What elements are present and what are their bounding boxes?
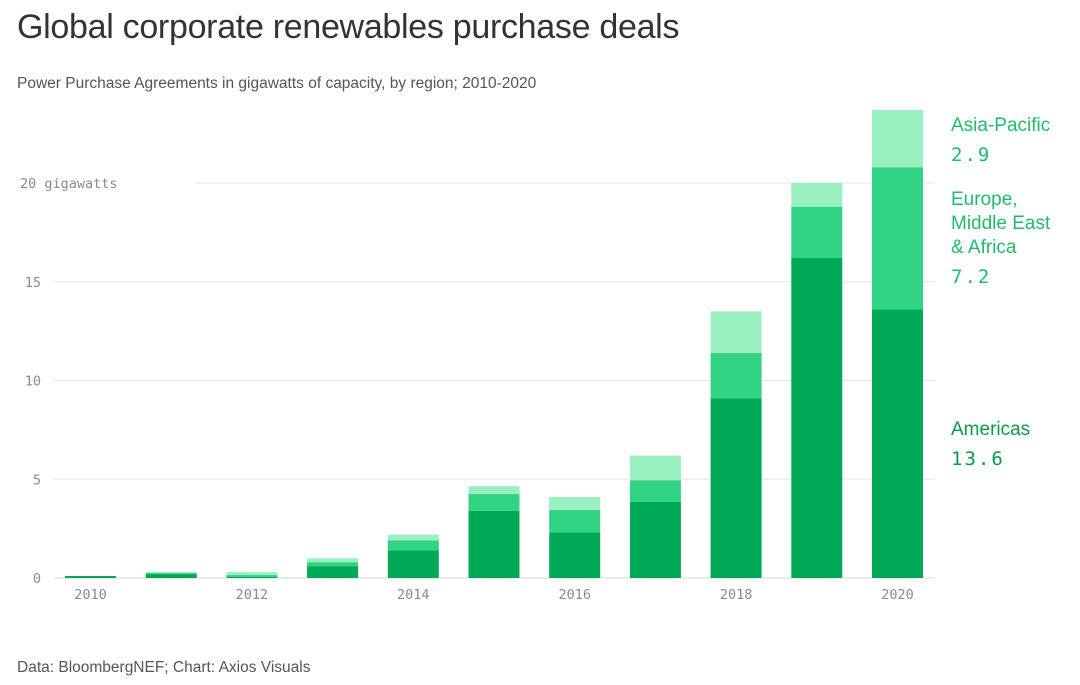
bar-2016-americas	[549, 532, 601, 578]
bar-2015-americas	[468, 510, 520, 578]
x-tick-label: 2014	[397, 587, 430, 603]
x-tick-label: 2012	[236, 587, 269, 603]
series-label-name: Asia-Pacific	[951, 115, 1050, 136]
x-axis-ticks: 2010 2012 2014 2016 2018 2020	[74, 587, 914, 603]
bar-2014-apac	[387, 534, 439, 541]
bar-2016-apac	[549, 497, 601, 510]
bar-group-2020	[872, 109, 923, 578]
series-label-name: & Africa	[951, 237, 1017, 258]
bar-2017-apac	[629, 455, 681, 481]
bar-group-2017	[629, 455, 681, 578]
y-tick-label: 10	[25, 374, 41, 390]
series-label-value: 2.9	[951, 144, 991, 166]
y-tick-label: 5	[33, 472, 41, 488]
bar-2011-apac	[145, 572, 197, 574]
bar-group-2015	[468, 486, 520, 578]
bar-2020-americas	[872, 309, 923, 578]
bar-group-2013	[307, 558, 359, 578]
bar-2019-emea	[791, 206, 843, 259]
x-tick-label: 2020	[881, 587, 914, 603]
bar-2019-americas	[791, 258, 843, 578]
bars	[65, 109, 923, 578]
x-tick-label: 2010	[74, 587, 107, 603]
bar-2014-emea	[387, 540, 439, 551]
bar-group-2016	[549, 497, 601, 578]
bar-2012-emea	[226, 575, 278, 578]
bar-2012-apac	[226, 572, 278, 576]
y-tick-label: 0	[33, 571, 41, 587]
series-label-europe-middle-east-africa: Europe, Middle East & Africa 7.2	[951, 189, 1051, 288]
bar-group-2019	[791, 183, 843, 578]
series-label-name: Europe,	[951, 189, 1018, 210]
bar-group-2018	[710, 311, 762, 578]
bar-2017-emea	[629, 480, 681, 502]
bar-group-2012	[226, 572, 278, 578]
y-tick-label: 15	[25, 275, 41, 291]
series-label-value: 13.6	[951, 448, 1005, 470]
chart-title: Global corporate renewables purchase dea…	[17, 8, 680, 46]
source-note: Data: BloombergNEF; Chart: Axios Visuals	[17, 659, 311, 676]
bar-group-2014	[387, 534, 439, 578]
bar-2016-emea	[549, 509, 601, 533]
series-label-americas: Americas 13.6	[951, 419, 1030, 470]
bar-2011-americas	[145, 574, 197, 578]
series-labels: Asia-Pacific 2.9 Europe, Middle East & Afric…	[951, 115, 1051, 470]
bar-2018-apac	[710, 311, 762, 353]
series-label-name: Americas	[951, 419, 1030, 440]
bar-2019-apac	[791, 183, 843, 207]
bar-2020-emea	[872, 167, 923, 310]
bar-2012-americas	[226, 577, 278, 578]
x-tick-label: 2018	[720, 587, 753, 603]
x-tick-label: 2016	[558, 587, 591, 603]
bar-2020-apac	[872, 109, 923, 168]
bar-2018-emea	[710, 352, 762, 399]
series-label-asia-pacific: Asia-Pacific 2.9	[951, 115, 1050, 166]
bar-2013-apac	[307, 558, 359, 563]
bar-2015-emea	[468, 494, 520, 511]
bar-2014-americas	[387, 550, 439, 578]
chart-subtitle: Power Purchase Agreements in gigawatts o…	[17, 75, 537, 92]
bar-2013-americas	[307, 566, 359, 578]
y-tick-label: 20 gigawatts	[20, 176, 118, 192]
bar-group-2011	[145, 572, 197, 578]
bar-2017-americas	[629, 501, 681, 578]
series-label-name: Middle East	[951, 213, 1051, 234]
bar-group-2010	[65, 576, 116, 578]
bar-2015-apac	[468, 486, 520, 495]
bar-2011-emea	[145, 573, 197, 575]
bar-2018-americas	[710, 398, 762, 578]
series-label-value: 7.2	[951, 266, 991, 288]
bar-2013-emea	[307, 562, 359, 567]
bar-2010-americas	[65, 576, 116, 578]
